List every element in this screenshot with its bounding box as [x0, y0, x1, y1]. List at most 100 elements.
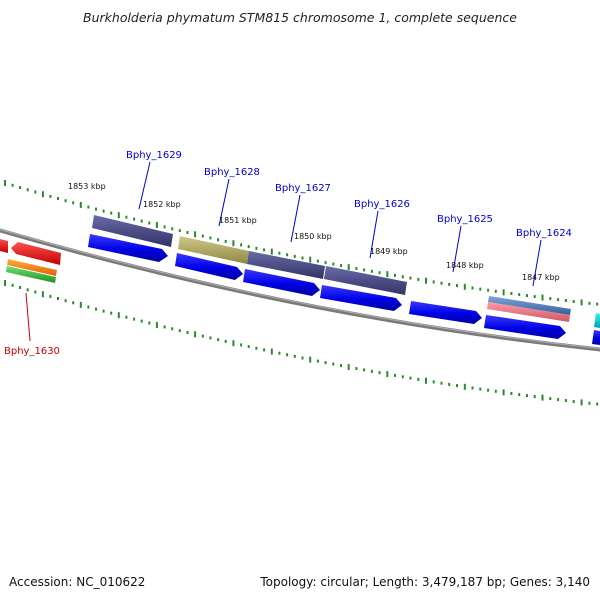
lower-tick: [557, 398, 560, 402]
upper-tick: [278, 251, 281, 255]
upper-tick: [140, 219, 143, 223]
lower-tick: [456, 384, 458, 388]
cds-arrow-bphy-1626: [320, 285, 402, 311]
lower-tick: [278, 351, 281, 355]
feature-edge-cyan: [594, 313, 600, 328]
tick-label-1848: 1848 kbp: [446, 261, 484, 270]
lower-tick: [432, 380, 435, 384]
lower-tick: [178, 329, 181, 333]
upper-tick: [4, 180, 6, 186]
accession-label: Accession: NC_010622: [9, 575, 146, 589]
lower-tick: [286, 353, 289, 357]
upper-tick: [102, 209, 105, 213]
upper-tick: [224, 239, 227, 243]
lower-tick: [409, 376, 412, 380]
upper-tick: [49, 194, 52, 198]
upper-tick: [178, 229, 181, 233]
upper-tick: [394, 273, 396, 277]
lower-tick: [163, 325, 166, 329]
lower-tick: [440, 381, 443, 385]
upper-tick: [232, 240, 235, 247]
lower-tick: [34, 290, 37, 294]
lower-tick: [394, 373, 396, 377]
gene-label-bphy-1629: Bphy_1629: [126, 150, 182, 161]
lower-tick: [240, 343, 243, 347]
lower-tick: [541, 394, 544, 401]
lower-tick: [4, 280, 6, 286]
cds-arrow-bphy-1625: [409, 301, 482, 324]
lower-tick: [340, 364, 342, 368]
lower-tick: [588, 401, 591, 405]
lower-tick: [49, 294, 52, 298]
lower-tick: [263, 348, 266, 352]
upper-tick: [95, 207, 97, 211]
lower-tick: [316, 359, 319, 363]
upper-tick: [301, 256, 304, 260]
upper-tick: [440, 281, 443, 285]
upper-tick: [572, 300, 575, 303]
upper-tick: [72, 201, 75, 205]
upper-tick: [510, 292, 513, 295]
upper-tick: [549, 297, 552, 301]
lower-tick: [572, 400, 575, 403]
feature-bphy-1630-red: [11, 242, 61, 265]
gene-leader-lines: [25, 161, 542, 342]
lower-tick: [232, 340, 235, 347]
lower-tick: [140, 319, 143, 323]
upper-tick: [163, 225, 166, 229]
upper-tick: [425, 277, 427, 284]
upper-tick: [324, 261, 327, 265]
lower-tick: [533, 395, 536, 399]
upper-tick: [201, 234, 204, 238]
gene-label-bphy-1630: Bphy_1630: [4, 346, 60, 357]
tick-marks-lower: [4, 280, 599, 406]
lower-tick: [293, 354, 296, 358]
gene-label-bphy-1625: Bphy_1625: [437, 214, 493, 225]
upper-tick: [502, 289, 505, 296]
upper-tick: [11, 183, 14, 187]
lower-tick: [125, 315, 128, 319]
lower-tick: [209, 336, 212, 340]
lower-tick: [518, 393, 521, 397]
lower-tick: [186, 331, 189, 334]
upper-tick: [194, 231, 197, 238]
feature-bphy-1628-olive: [178, 236, 249, 264]
lower-tick: [494, 389, 497, 393]
feature-bphy-1624-steel: [488, 296, 571, 315]
upper-tick: [596, 302, 599, 306]
upper-tick: [148, 221, 151, 225]
lower-tick: [332, 362, 335, 366]
lower-tick: [596, 402, 599, 406]
upper-tick: [110, 211, 113, 215]
upper-tick: [155, 222, 158, 228]
lower-tick: [79, 301, 82, 308]
lower-tick: [201, 334, 204, 338]
upper-tick: [432, 280, 435, 284]
lower-tick: [309, 356, 312, 363]
lower-tick: [502, 389, 505, 396]
lower-tick: [72, 301, 75, 305]
upper-tick: [363, 268, 366, 272]
tick-label-1847: 1847 kbp: [522, 273, 560, 282]
upper-tick: [386, 271, 389, 278]
upper-tick: [471, 286, 474, 290]
lower-tick: [417, 377, 420, 381]
upper-tick: [378, 271, 381, 275]
lower-tick: [110, 311, 113, 315]
lower-tick: [425, 377, 427, 384]
lower-tick: [370, 369, 373, 373]
lower-tick: [87, 305, 90, 309]
upper-tick: [19, 186, 22, 189]
lower-tick: [471, 386, 474, 390]
upper-tick: [557, 298, 560, 302]
feature-bphy-1630-orange: [7, 259, 57, 276]
lower-tick: [386, 371, 389, 378]
lower-tick: [564, 399, 567, 402]
chromosome-backbone: [0, 228, 600, 352]
upper-tick: [448, 282, 451, 286]
upper-tick: [309, 256, 312, 263]
lower-tick: [463, 383, 466, 390]
tick-label-1850: 1850 kbp: [294, 232, 332, 241]
cds-arrow-bphy-1624: [484, 315, 566, 339]
